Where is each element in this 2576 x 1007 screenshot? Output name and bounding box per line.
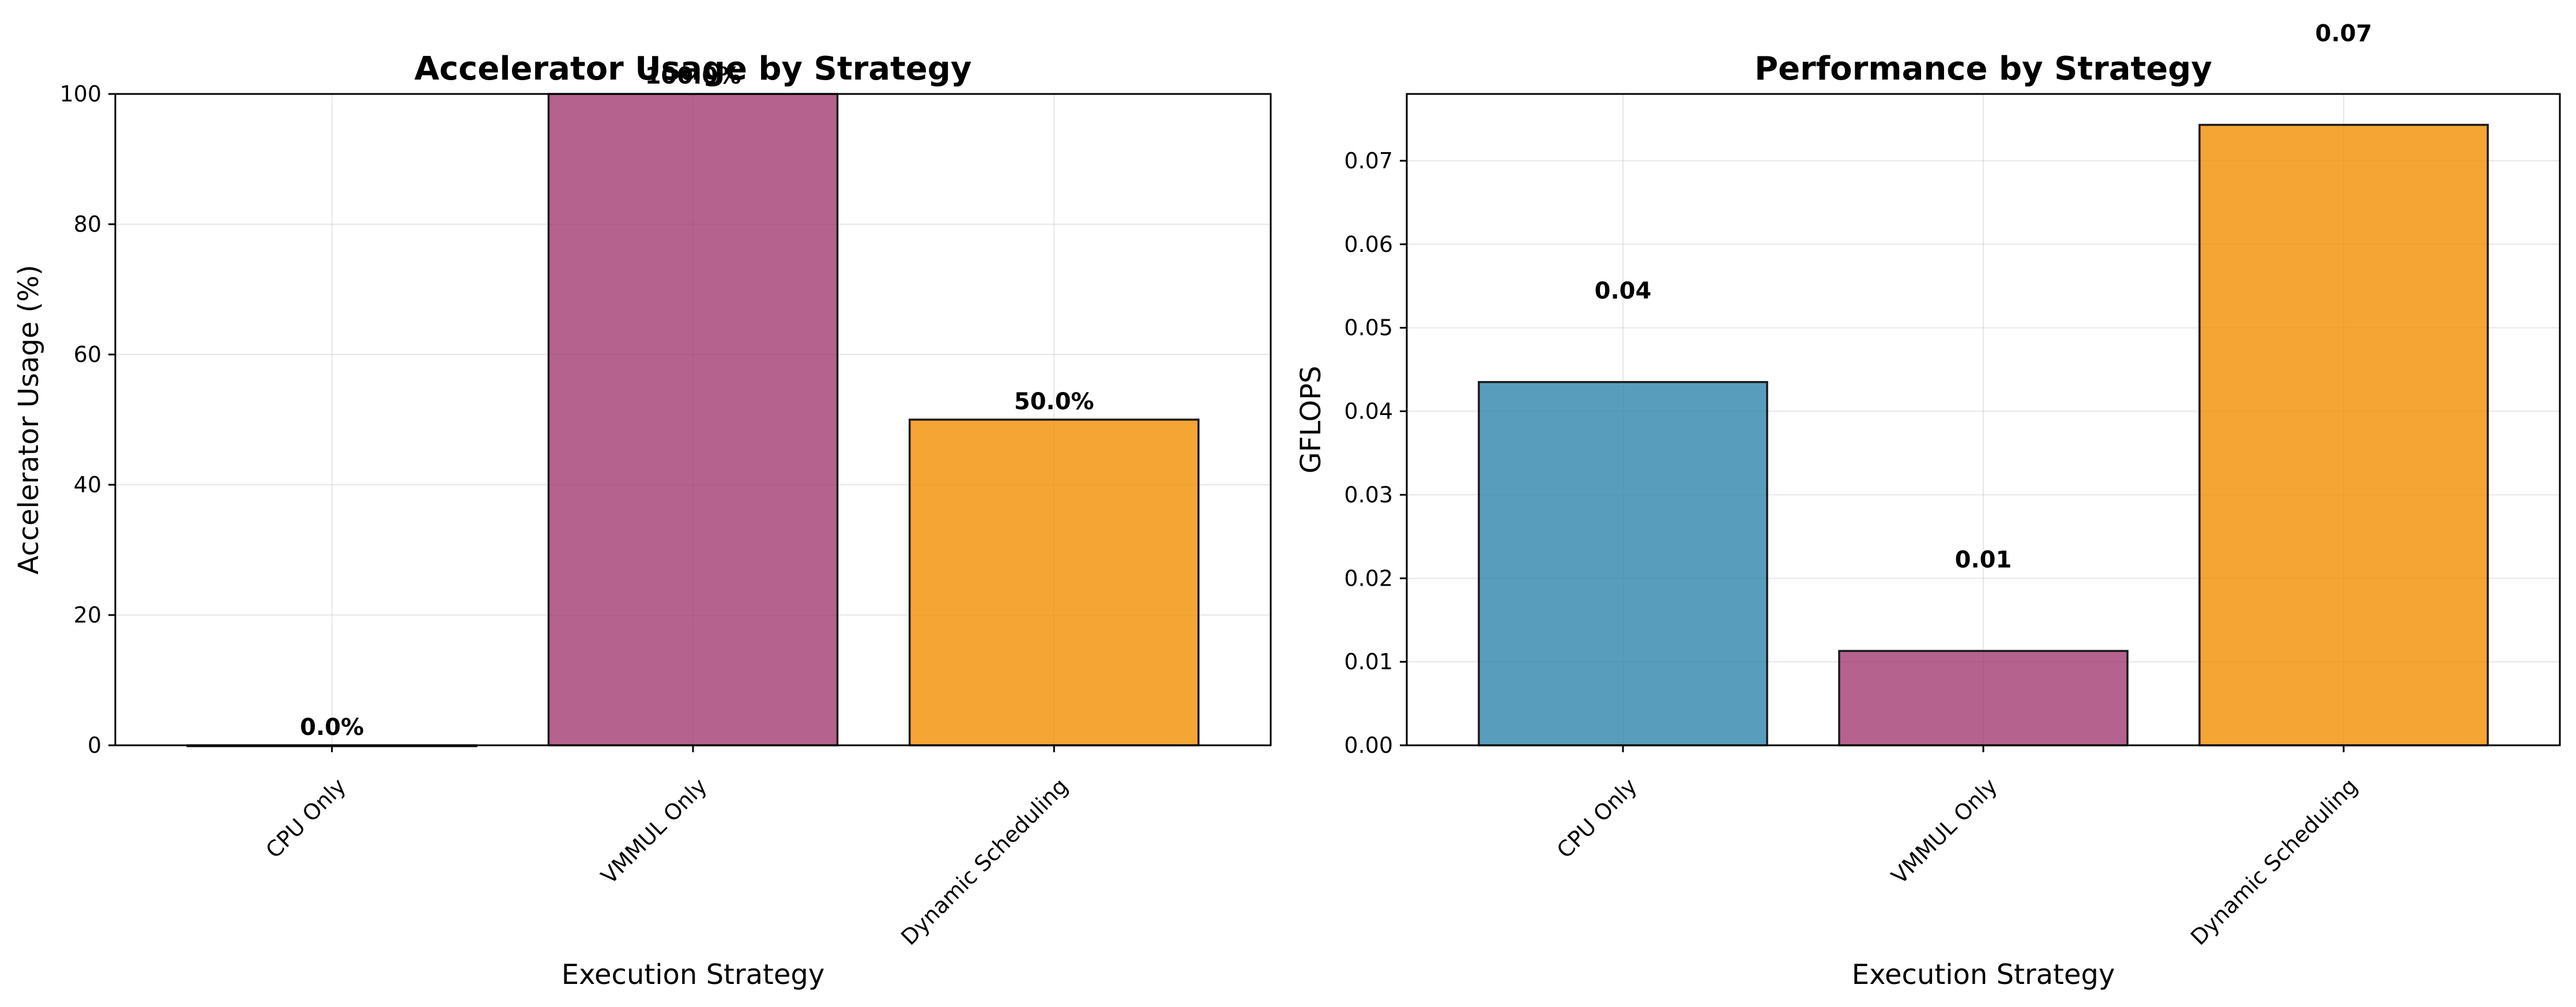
y-tick-label: 0.02 [1344,565,1393,591]
y-tick-label: 40 [74,472,101,497]
x-tick-label: VMMUL Only [1886,774,2002,889]
x-tick-label: Dynamic Scheduling [896,774,1073,951]
y-tick-label: 20 [74,602,101,628]
bar-vmmul-only [1838,650,2129,746]
y-tick-label: 0.04 [1344,399,1393,424]
value-label: 0.01 [1955,546,2012,573]
x-tick-label: CPU Only [261,774,351,863]
chart-title: Accelerator Usage by Strategy [415,50,972,88]
y-axis-label: Accelerator Usage (%) [13,265,45,574]
value-label: 0.04 [1595,278,1652,304]
bar-dynamic-scheduling [2198,123,2489,746]
x-tick-label: Dynamic Scheduling [2186,774,2363,951]
value-label: 0.07 [2315,21,2372,47]
y-axis-label: GFLOPS [1295,365,1327,473]
value-label: 100.0% [645,63,741,89]
value-label: 50.0% [1014,389,1094,415]
x-axis-label: Execution Strategy [562,959,824,991]
x-axis-label: Execution Strategy [1852,959,2115,991]
y-tick-label: 0.05 [1344,315,1393,341]
y-tick-label: 80 [74,212,101,237]
value-label: 0.0% [300,714,364,741]
y-tick-label: 0.06 [1344,232,1393,257]
bar-vmmul-only [547,93,839,746]
y-tick-label: 0.01 [1344,649,1393,674]
bar-dynamic-scheduling [909,418,1200,746]
y-tick-label: 0.00 [1344,733,1393,758]
y-tick-label: 60 [74,342,101,367]
x-tick-label: CPU Only [1552,774,1642,863]
chart-title: Performance by Strategy [1754,50,2212,88]
x-tick-label: VMMUL Only [596,774,712,889]
y-tick-label: 100 [59,81,101,107]
y-tick-label: 0.07 [1344,148,1393,174]
performance-chart: 0.04 0.01 0.07 0.00 0.01 0.02 0.03 0.04 0.05 0.06… [1295,21,2561,991]
bar-cpu-only [1478,381,1768,746]
accelerator-usage-chart: 0.0% 100.0% 50.0% 0 20 40 60 80 100 CPU Only VMMUL… [13,50,1272,991]
y-tick-label: 0.03 [1344,482,1393,507]
y-tick-label: 0 [88,733,101,758]
